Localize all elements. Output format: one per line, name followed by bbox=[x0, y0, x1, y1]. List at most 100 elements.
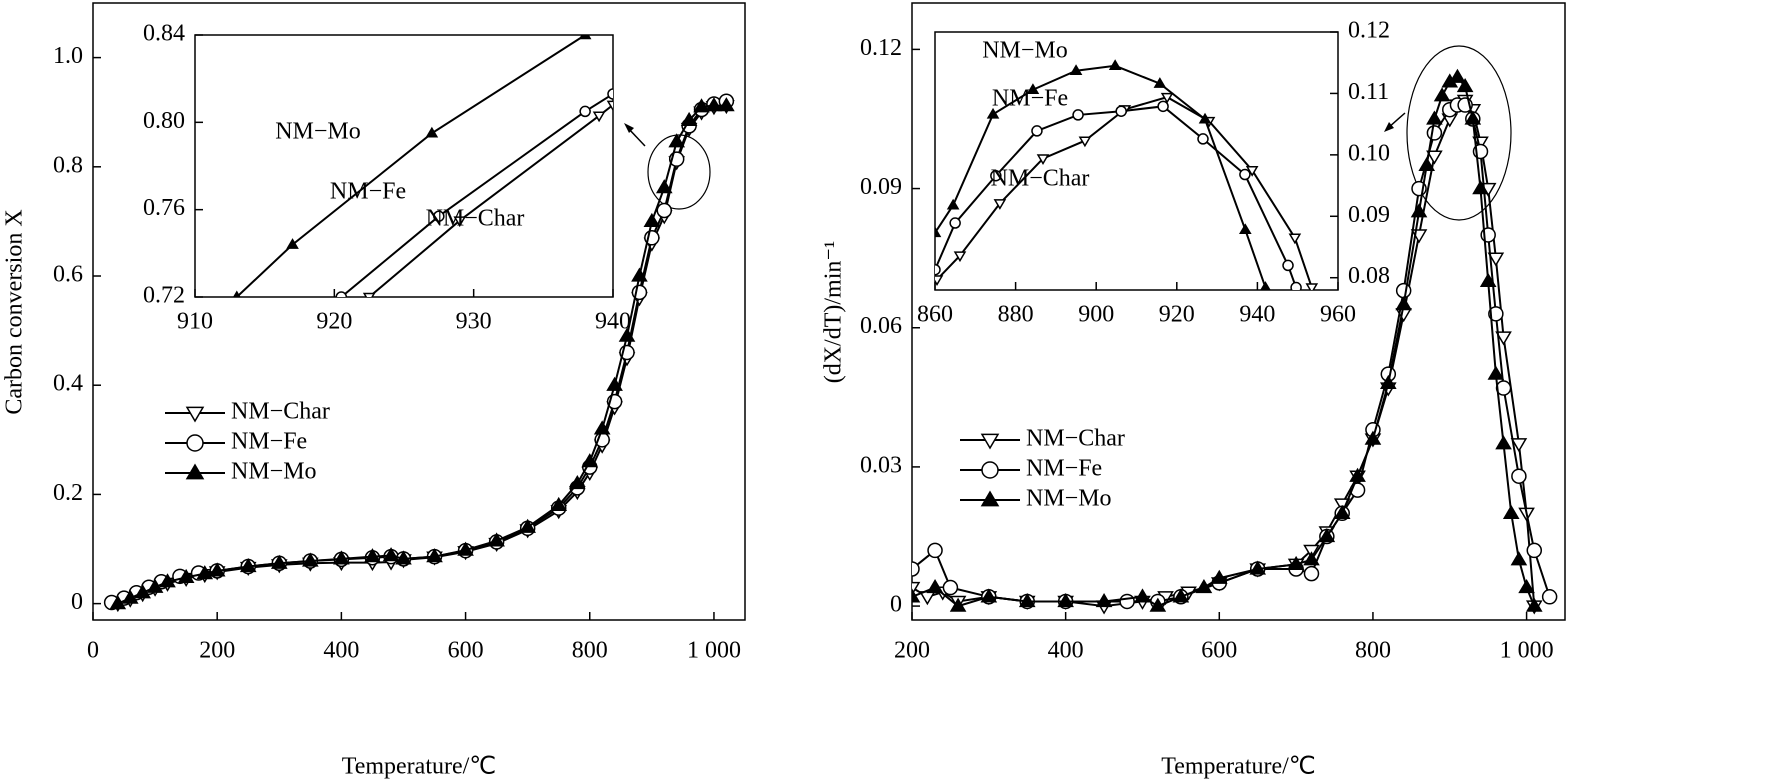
marker bbox=[1305, 283, 1319, 290]
marker bbox=[1510, 551, 1528, 566]
marker bbox=[1287, 555, 1305, 570]
legend-label: NM−Char bbox=[231, 399, 330, 425]
marker bbox=[1149, 597, 1167, 612]
legend-label: NM−Mo bbox=[1026, 486, 1112, 512]
marker bbox=[949, 217, 961, 229]
x-tick-label: 960 bbox=[1320, 302, 1356, 328]
x-tick-label: 200 bbox=[894, 638, 930, 664]
marker bbox=[1018, 592, 1036, 608]
x-tick-label: 860 bbox=[917, 302, 953, 328]
marker bbox=[593, 420, 611, 435]
marker bbox=[1318, 528, 1336, 543]
marker bbox=[488, 532, 505, 547]
y-tick-label: 0.2 bbox=[53, 480, 83, 506]
marker bbox=[935, 226, 942, 238]
legend-label: NM−Fe bbox=[1026, 456, 1102, 482]
marker bbox=[935, 275, 944, 287]
marker bbox=[457, 541, 474, 556]
marker bbox=[1464, 110, 1482, 125]
marker bbox=[1282, 259, 1294, 272]
y-tick-label: 0 bbox=[71, 589, 83, 615]
marker bbox=[1433, 87, 1451, 102]
y-tick-label: 0.08 bbox=[1348, 263, 1390, 289]
x-tick-label: 0 bbox=[87, 638, 99, 664]
marker bbox=[1333, 504, 1351, 519]
marker bbox=[1495, 331, 1512, 346]
marker bbox=[655, 179, 673, 194]
marker bbox=[942, 579, 959, 596]
marker bbox=[912, 588, 921, 603]
marker bbox=[208, 562, 226, 577]
marker bbox=[1511, 468, 1527, 484]
inset-background bbox=[935, 32, 1338, 290]
marker bbox=[1078, 136, 1092, 148]
marker bbox=[395, 550, 412, 565]
legend-marker bbox=[185, 463, 205, 480]
marker bbox=[1069, 64, 1083, 75]
marker bbox=[1157, 100, 1169, 113]
legend-label: NM−Fe bbox=[231, 429, 307, 455]
marker bbox=[1210, 569, 1228, 584]
marker bbox=[121, 589, 139, 604]
marker bbox=[935, 263, 941, 276]
y-tick-label: 0.4 bbox=[53, 371, 83, 397]
marker bbox=[1153, 77, 1167, 88]
marker bbox=[239, 558, 257, 573]
marker bbox=[1526, 542, 1543, 559]
marker bbox=[1245, 165, 1259, 177]
x-axis-label: Temperature/℃ bbox=[1161, 754, 1316, 780]
marker bbox=[1487, 365, 1505, 380]
marker bbox=[109, 595, 127, 610]
x-tick-label: 940 bbox=[1239, 302, 1275, 328]
marker bbox=[1541, 589, 1558, 605]
marker bbox=[1108, 59, 1122, 71]
marker bbox=[656, 202, 673, 219]
legend-label: NM−Mo bbox=[231, 459, 317, 485]
y-tick-label: 0.09 bbox=[860, 174, 902, 200]
x-tick-label: 930 bbox=[456, 309, 492, 335]
marker bbox=[1449, 68, 1466, 83]
plot-area bbox=[935, 59, 1319, 290]
y-tick-label: 0.12 bbox=[1348, 18, 1390, 44]
marker bbox=[1410, 203, 1428, 218]
y-tick-label: 0.06 bbox=[860, 313, 902, 339]
marker bbox=[1115, 105, 1127, 117]
x-tick-label: 800 bbox=[1355, 638, 1391, 664]
marker bbox=[1456, 78, 1474, 93]
marker bbox=[631, 267, 648, 282]
legend-marker bbox=[185, 406, 205, 423]
marker bbox=[607, 88, 613, 100]
marker bbox=[592, 111, 606, 123]
marker bbox=[302, 552, 319, 567]
legend-marker bbox=[981, 461, 999, 479]
marker bbox=[1379, 374, 1397, 390]
marker bbox=[926, 579, 944, 594]
series-line bbox=[340, 93, 613, 297]
marker bbox=[1031, 125, 1043, 137]
series-line bbox=[935, 64, 1267, 288]
marker bbox=[1488, 306, 1504, 322]
marker bbox=[1518, 579, 1535, 594]
marker bbox=[1036, 154, 1050, 166]
marker bbox=[1288, 233, 1302, 245]
marker bbox=[286, 238, 299, 249]
series-label: NM−Mo bbox=[275, 119, 361, 145]
x-tick-label: 880 bbox=[998, 302, 1034, 328]
x-tick-label: 600 bbox=[1201, 638, 1237, 664]
arrow-head bbox=[624, 123, 634, 133]
marker bbox=[993, 199, 1007, 210]
y-tick-label: 0.84 bbox=[143, 21, 185, 47]
x-tick-label: 910 bbox=[177, 309, 213, 335]
y-tick-label: 1.0 bbox=[53, 43, 83, 69]
series-line bbox=[236, 35, 586, 297]
x-tick-label: 200 bbox=[199, 638, 235, 664]
x-tick-label: 920 bbox=[1159, 302, 1195, 328]
marker bbox=[382, 547, 400, 562]
marker bbox=[1172, 588, 1190, 603]
y-tick-label: 0.6 bbox=[53, 262, 83, 288]
x-tick-label: 1 000 bbox=[687, 638, 741, 664]
marker bbox=[1510, 438, 1528, 453]
marker bbox=[426, 548, 443, 563]
marker bbox=[1418, 156, 1436, 172]
highlight-ellipse bbox=[647, 134, 711, 210]
